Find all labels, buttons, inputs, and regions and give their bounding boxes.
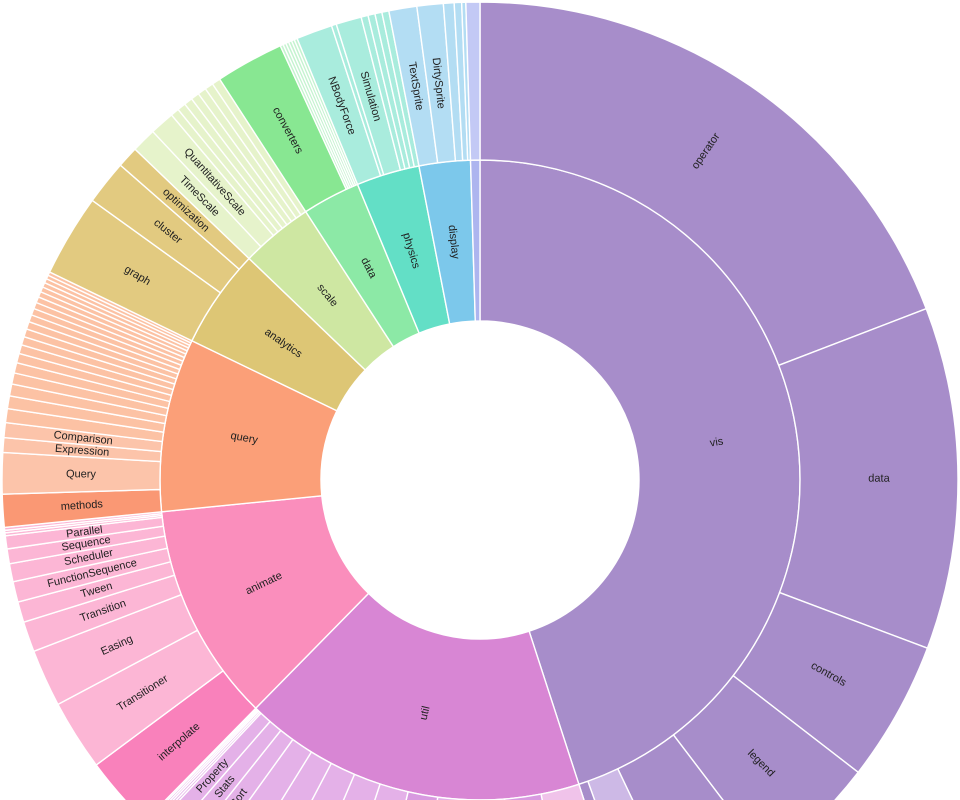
ring2-segment-unlabeled[interactable]: [465, 1, 481, 161]
ring2-segment-data[interactable]: [778, 308, 959, 649]
ring2-segment-unlabeled[interactable]: [617, 734, 769, 800]
ring2-segment-operator[interactable]: [479, 1, 927, 367]
